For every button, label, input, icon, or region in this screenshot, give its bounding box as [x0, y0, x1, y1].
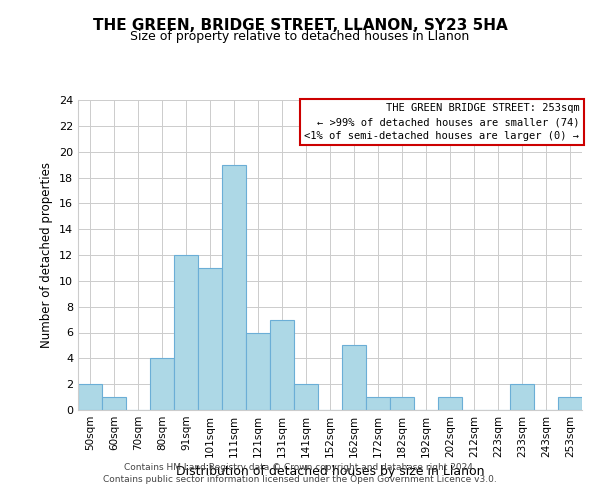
- Bar: [150, 358, 174, 410]
- Text: THE GREEN BRIDGE STREET: 253sqm
← >99% of detached houses are smaller (74)
<1% o: THE GREEN BRIDGE STREET: 253sqm ← >99% o…: [304, 103, 580, 141]
- Bar: [366, 397, 390, 410]
- Bar: [102, 397, 126, 410]
- Bar: [558, 397, 582, 410]
- Bar: [78, 384, 102, 410]
- Y-axis label: Number of detached properties: Number of detached properties: [40, 162, 53, 348]
- Bar: [294, 384, 318, 410]
- Bar: [270, 320, 294, 410]
- Bar: [390, 397, 414, 410]
- Bar: [510, 384, 534, 410]
- Bar: [342, 346, 366, 410]
- Bar: [246, 332, 270, 410]
- Bar: [222, 164, 246, 410]
- Text: Contains public sector information licensed under the Open Government Licence v3: Contains public sector information licen…: [103, 474, 497, 484]
- Text: Contains HM Land Registry data © Crown copyright and database right 2024.: Contains HM Land Registry data © Crown c…: [124, 464, 476, 472]
- X-axis label: Distribution of detached houses by size in Llanon: Distribution of detached houses by size …: [176, 466, 484, 478]
- Bar: [198, 268, 222, 410]
- Bar: [174, 255, 198, 410]
- Text: Size of property relative to detached houses in Llanon: Size of property relative to detached ho…: [130, 30, 470, 43]
- Text: THE GREEN, BRIDGE STREET, LLANON, SY23 5HA: THE GREEN, BRIDGE STREET, LLANON, SY23 5…: [92, 18, 508, 32]
- Bar: [438, 397, 462, 410]
